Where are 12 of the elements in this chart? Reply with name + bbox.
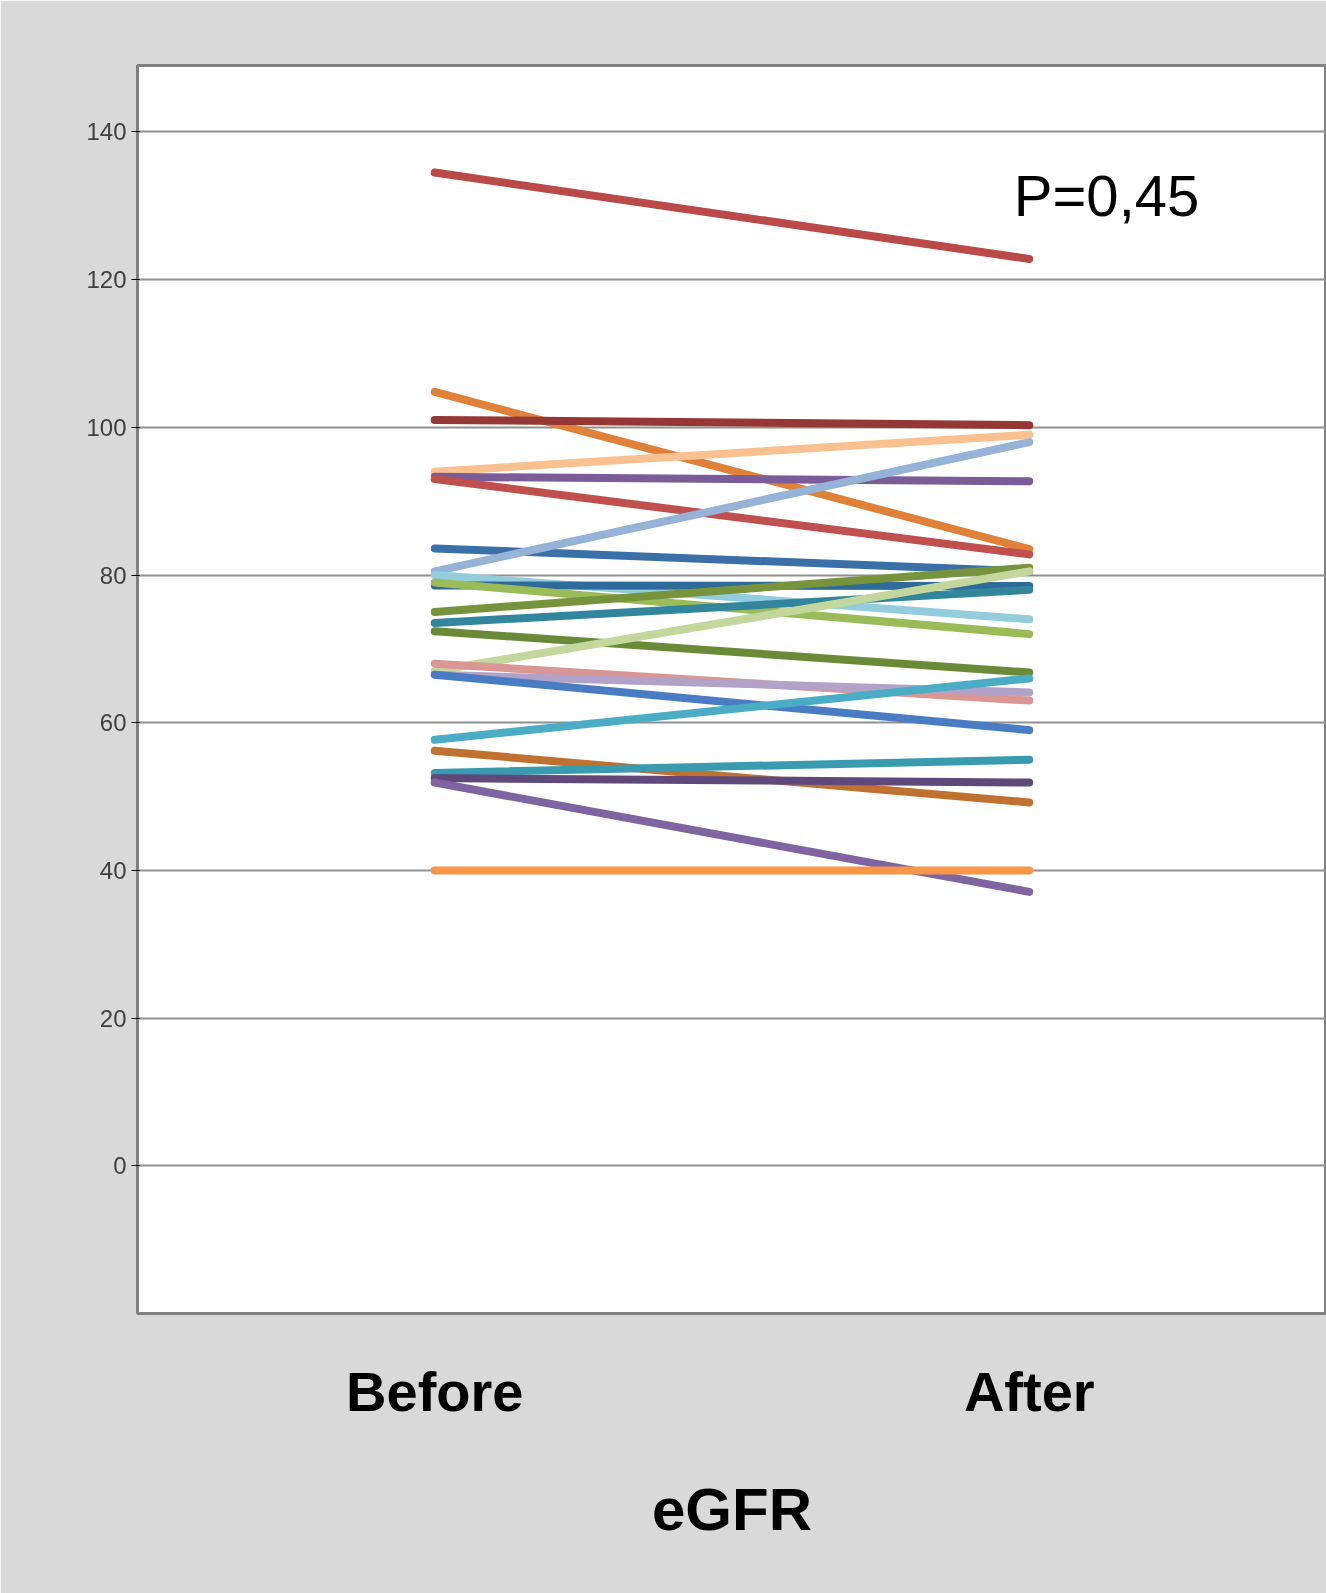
y-tick-label: 140 <box>86 118 127 146</box>
y-tick-label: 20 <box>99 1004 127 1032</box>
x-axis-title: eGFR <box>651 1475 813 1543</box>
y-tick-label: 40 <box>99 856 127 884</box>
x-tick-label: Before <box>346 1359 524 1423</box>
y-tick-label: 80 <box>99 561 127 589</box>
x-tick-label: After <box>963 1359 1095 1423</box>
annotation: P=0,45 <box>1013 162 1200 228</box>
y-tick-label: 100 <box>86 413 127 441</box>
y-tick-label: 120 <box>86 266 127 294</box>
y-tick-label: 0 <box>113 1152 127 1180</box>
y-tick-label: 60 <box>99 709 127 737</box>
